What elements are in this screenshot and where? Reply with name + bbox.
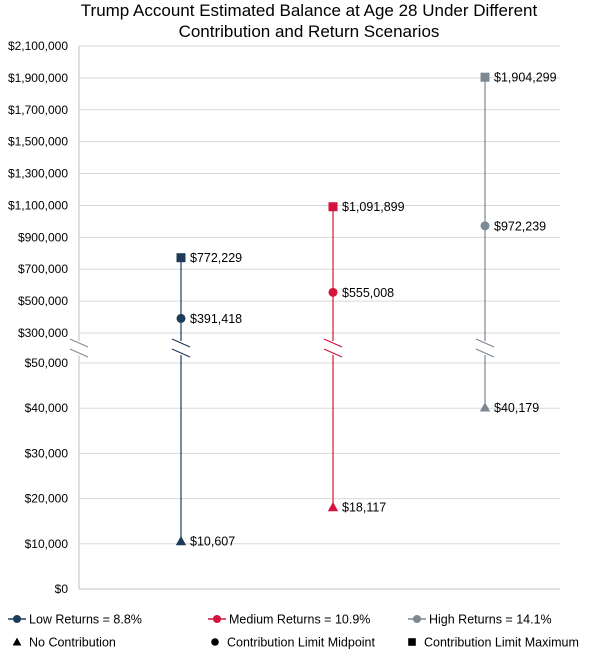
series-break-low — [167, 338, 195, 358]
legend-marker — [213, 615, 221, 623]
y-tick-label: $500,000 — [18, 294, 68, 308]
y-tick-label: $30,000 — [25, 446, 69, 460]
legend-marker — [13, 615, 21, 623]
data-label: $972,239 — [494, 219, 546, 233]
data-point-square — [480, 72, 490, 82]
data-point-square — [328, 202, 338, 212]
data-point-triangle — [175, 535, 187, 546]
axis-break-line — [171, 338, 191, 348]
data-point-triangle — [479, 402, 491, 412]
data-point-circle — [328, 287, 338, 297]
y-tick-label: $1,500,000 — [8, 135, 68, 149]
legend-label: Contribution Limit Maximum — [424, 636, 579, 650]
legend-label: High Returns = 14.1% — [429, 613, 552, 627]
legend-label: No Contribution — [29, 636, 116, 650]
legend-marker-circle: Contribution Limit Midpoint — [211, 636, 376, 650]
axis-break-gap — [65, 341, 93, 355]
legend-marker — [413, 615, 421, 623]
legend-marker-shape — [211, 638, 219, 646]
axis-break-line — [323, 338, 343, 348]
legend-marker-triangle: No Contribution — [12, 636, 116, 650]
axis-break-line — [475, 338, 495, 348]
y-tick-label: $0 — [55, 582, 69, 596]
gridlines — [79, 45, 560, 545]
y-tick-label: $20,000 — [25, 492, 69, 506]
y-tick-label: $900,000 — [18, 230, 68, 244]
y-tick-label: $1,100,000 — [8, 198, 68, 212]
legend-label: Contribution Limit Midpoint — [227, 636, 376, 650]
y-tick-label: $1,700,000 — [8, 103, 68, 117]
chart-title-line-1: Trump Account Estimated Balance at Age 2… — [81, 1, 538, 20]
y-tick-label: $300,000 — [18, 326, 68, 340]
series-low: $10,607 $391,418 $772,229 — [167, 251, 242, 549]
series-medium: $18,117 $555,008 $1,091,899 — [319, 200, 405, 515]
y-axis: $0 $10,000 $20,000 $30,000 $40,000 $50,000 $30… — [8, 39, 560, 596]
legend-marker-shape — [408, 638, 416, 646]
data-label: $1,091,899 — [342, 200, 405, 214]
y-tick-label: $700,000 — [18, 262, 68, 276]
legend-series-medium: Medium Returns = 10.9% — [208, 613, 370, 627]
legend-label: Low Returns = 8.8% — [29, 613, 142, 627]
y-tick-label: $1,900,000 — [8, 71, 68, 85]
data-label: $391,418 — [190, 312, 242, 326]
data-point-circle — [176, 313, 186, 323]
legend-series-high: High Returns = 14.1% — [408, 613, 552, 627]
data-label: $555,008 — [342, 286, 394, 300]
data-point-square — [176, 253, 186, 263]
y-tick-label: $10,000 — [25, 537, 69, 551]
data-label: $18,117 — [342, 501, 386, 515]
axis-break-gap — [319, 341, 347, 355]
data-label: $772,229 — [190, 251, 242, 265]
y-tick-label: $1,300,000 — [8, 167, 68, 181]
axis-break-line — [475, 348, 495, 358]
axis-break-gap — [471, 341, 499, 355]
axis-break-line — [323, 348, 343, 358]
data-label: $1,904,299 — [494, 71, 557, 85]
data-label: $10,607 — [190, 535, 235, 549]
y-axis-break — [65, 338, 93, 358]
y-tick-label: $40,000 — [25, 401, 69, 415]
series-break-high — [471, 338, 499, 358]
legend-label: Medium Returns = 10.9% — [229, 613, 370, 627]
axis-break-line — [171, 348, 191, 358]
series-high: $40,179 $972,239 $1,904,299 — [471, 71, 557, 415]
data-point-circle — [480, 221, 490, 231]
legend: Low Returns = 8.8% Medium Returns = 10.9%… — [8, 613, 579, 650]
legend-marker-shape — [12, 637, 22, 646]
axis-break-gap — [167, 341, 195, 355]
chart-title-line-2: Contribution and Return Scenarios — [179, 22, 440, 41]
plot-area: $10,607$391,418$772,229$18,117$555,008$1… — [167, 71, 557, 549]
data-point-triangle — [327, 501, 339, 512]
series-break-medium — [319, 338, 347, 358]
data-label: $40,179 — [494, 401, 539, 415]
y-tick-label: $50,000 — [25, 356, 69, 370]
axis-break-line — [69, 338, 89, 348]
legend-marker-square: Contribution Limit Maximum — [408, 636, 579, 650]
y-tick-label: $2,100,000 — [8, 39, 68, 53]
legend-series-low: Low Returns = 8.8% — [8, 613, 142, 627]
axis-break-line — [69, 348, 89, 358]
